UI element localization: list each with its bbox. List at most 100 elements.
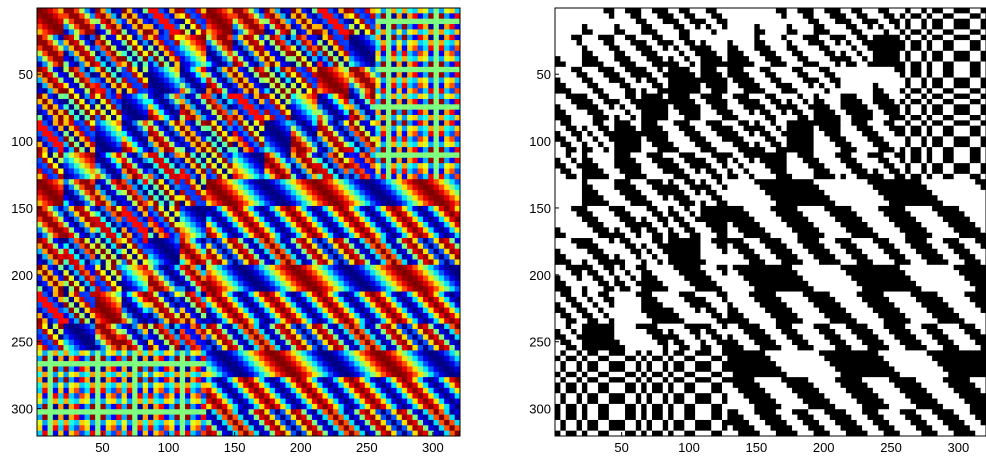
heatmap-cell xyxy=(163,136,170,143)
heatmap-cell xyxy=(58,56,64,62)
heatmap-cell xyxy=(243,34,249,41)
heatmap-cell xyxy=(422,216,429,223)
heatmap-cell xyxy=(148,56,154,62)
heatmap-cell xyxy=(274,98,281,105)
heatmap-cell xyxy=(412,136,419,143)
heatmap-cell xyxy=(137,329,144,335)
heatmap-cell xyxy=(74,329,80,335)
heatmap-cell xyxy=(306,243,313,250)
heatmap-cell xyxy=(449,56,456,62)
heatmap-cell xyxy=(301,222,308,228)
heatmap-cell xyxy=(333,93,339,100)
heatmap-cell xyxy=(58,184,64,191)
heatmap-cell xyxy=(401,323,408,330)
heatmap-cell xyxy=(269,173,276,180)
heatmap-cell xyxy=(438,291,445,298)
heatmap-cell xyxy=(248,13,255,20)
heatmap-cell xyxy=(248,286,255,292)
heatmap-cell xyxy=(174,163,181,169)
heatmap-cell xyxy=(237,238,244,244)
heatmap-cell xyxy=(137,184,144,191)
heatmap-cell xyxy=(259,157,265,164)
heatmap-cell xyxy=(454,61,461,68)
heatmap-cell xyxy=(100,291,107,298)
heatmap-cell xyxy=(370,147,376,153)
heatmap-cell xyxy=(253,307,260,314)
heatmap-cell xyxy=(306,211,313,218)
heatmap-cell xyxy=(132,141,138,148)
heatmap-cell xyxy=(401,50,408,57)
heatmap-cell xyxy=(417,238,424,244)
heatmap-cell xyxy=(301,147,308,153)
heatmap-cell xyxy=(148,152,154,159)
heatmap-cell xyxy=(227,98,234,105)
heatmap-cell xyxy=(105,211,112,218)
heatmap-cell xyxy=(42,205,48,212)
heatmap-cell xyxy=(354,98,360,105)
heatmap-cell xyxy=(311,56,318,62)
heatmap-cell xyxy=(454,147,461,153)
heatmap-cell xyxy=(47,24,54,30)
heatmap-cell xyxy=(396,254,403,260)
heatmap-cell xyxy=(148,323,154,330)
heatmap-cell xyxy=(179,29,186,36)
heatmap-cell xyxy=(322,173,329,180)
heatmap-cell xyxy=(428,248,434,255)
heatmap-cell xyxy=(84,286,91,292)
heatmap-cell xyxy=(163,222,170,228)
heatmap-cell xyxy=(158,296,165,303)
heatmap-cell xyxy=(412,98,419,105)
heatmap-cell xyxy=(47,136,54,143)
heatmap-cell xyxy=(84,291,91,298)
heatmap-cell xyxy=(333,264,339,271)
heatmap-cell xyxy=(95,307,101,314)
heatmap-cell xyxy=(401,216,408,223)
heatmap-cell xyxy=(179,24,186,30)
heatmap-cell xyxy=(269,66,276,73)
heatmap-cell xyxy=(227,243,234,250)
heatmap-cell xyxy=(412,318,419,325)
heatmap-cell xyxy=(216,270,223,276)
heatmap-cell xyxy=(438,286,445,292)
heatmap-cell xyxy=(391,222,397,228)
heatmap-cell xyxy=(285,34,292,41)
heatmap-cell xyxy=(269,312,276,319)
heatmap-cell xyxy=(380,18,387,25)
heatmap-cell xyxy=(153,115,160,121)
heatmap-cell xyxy=(364,334,371,341)
heatmap-cell xyxy=(428,291,434,298)
heatmap-cell xyxy=(222,286,228,292)
heatmap-cell xyxy=(264,147,271,153)
heatmap-cell xyxy=(47,147,54,153)
heatmap-cell xyxy=(401,88,408,94)
heatmap-cell xyxy=(169,227,175,234)
heatmap-cell xyxy=(449,312,456,319)
heatmap-cell xyxy=(269,77,276,84)
heatmap-cell xyxy=(222,195,228,201)
heatmap-cell xyxy=(190,248,197,255)
heatmap-cell xyxy=(243,141,249,148)
heatmap-cell xyxy=(68,147,75,153)
heatmap-cell xyxy=(338,109,345,116)
heatmap-cell xyxy=(227,179,234,185)
heatmap-cell xyxy=(237,222,244,228)
heatmap-cell xyxy=(280,163,286,169)
heatmap-cell xyxy=(84,227,91,234)
heatmap-cell xyxy=(280,61,286,68)
heatmap-cell xyxy=(354,109,360,116)
heatmap-cell xyxy=(306,104,313,111)
heatmap-cell xyxy=(354,56,360,62)
heatmap-cell xyxy=(174,254,181,260)
heatmap-cell xyxy=(95,29,101,36)
heatmap-cell xyxy=(264,77,271,84)
heatmap-cell xyxy=(195,24,202,30)
heatmap-cell xyxy=(333,254,339,260)
heatmap-cell xyxy=(158,157,165,164)
heatmap-cell xyxy=(52,222,59,228)
heatmap-cell xyxy=(264,275,271,282)
heatmap-cell xyxy=(63,45,70,52)
heatmap-cell xyxy=(137,147,144,153)
heatmap-cell xyxy=(89,50,96,57)
heatmap-cell xyxy=(243,211,249,218)
heatmap-cell xyxy=(280,259,286,266)
